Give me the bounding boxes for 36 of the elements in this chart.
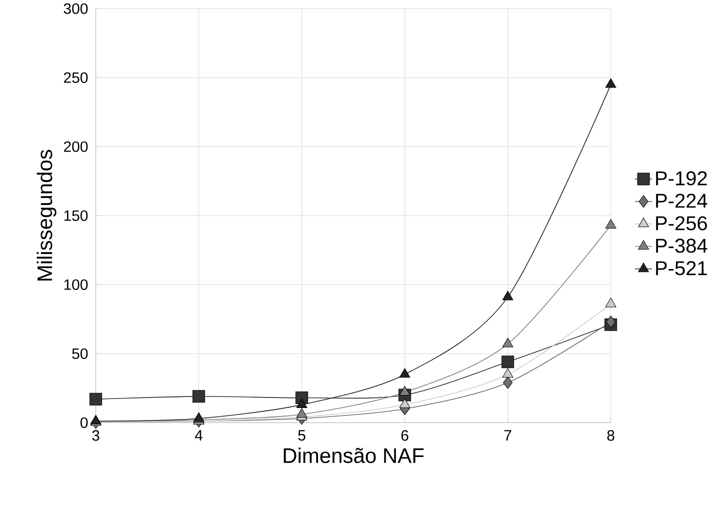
x-axis-title: Dimensão NAF (284, 448, 424, 463)
point (606, 316, 616, 328)
point (502, 368, 514, 378)
x-tick-label: 3 (92, 430, 100, 441)
point (192, 390, 206, 403)
point (605, 78, 616, 88)
y-axis-title: Milissegundos (36, 150, 56, 280)
point (503, 376, 513, 389)
point (399, 398, 410, 408)
point (399, 368, 410, 378)
point (90, 392, 102, 406)
point (296, 398, 308, 408)
point (296, 408, 308, 418)
y-tick-label: 250 (64, 72, 88, 83)
y-tick-label: 50 (72, 348, 88, 359)
legend-label: P-224 (656, 194, 708, 208)
legend-label: P-256 (656, 216, 707, 230)
y-tick-label: 100 (64, 279, 88, 290)
point (399, 386, 410, 396)
legend-label: P-521 (656, 261, 707, 276)
y-tick-label: 300 (64, 3, 88, 14)
legend-label: P-192 (656, 171, 707, 186)
y-tick-label: 0 (80, 417, 88, 428)
y-tick-label: 200 (64, 141, 88, 152)
point (502, 356, 514, 368)
x-tick-label: 8 (607, 430, 614, 441)
point (502, 290, 514, 300)
x-tick-label: 6 (401, 430, 408, 441)
y-tick-label: 150 (64, 210, 88, 221)
x-tick-label: 4 (194, 430, 203, 440)
x-tick-label: 7 (504, 430, 512, 440)
point (605, 218, 616, 228)
point (605, 298, 616, 308)
x-tick-label: 5 (298, 430, 306, 441)
legend-label: P-384 (656, 238, 708, 253)
point (502, 338, 514, 348)
